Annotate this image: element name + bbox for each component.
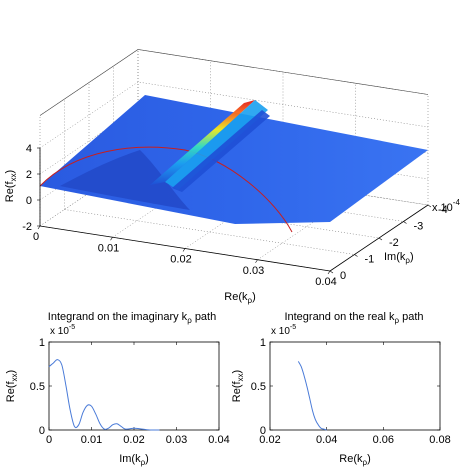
grid-line (39, 49, 429, 116)
y-tick-label: 1 (260, 337, 266, 349)
x-tick (110, 237, 113, 241)
x-tick-label: 0.04 (316, 434, 337, 446)
left-plot-axes-box (48, 341, 220, 431)
y-tick (427, 204, 432, 208)
y-tick-label: 0 (39, 425, 45, 437)
x-tick-label: 0.02 (170, 254, 191, 266)
x-tick (182, 248, 186, 252)
real-path-plot: Integrand on the real kρ path x 10-5 0.0… (231, 311, 451, 467)
y-tick-label: 1 (39, 337, 45, 349)
z-tick-label: -2 (22, 221, 32, 233)
box-edge (39, 49, 429, 116)
surface-xlabel: Re(kρ) (224, 291, 255, 305)
right-plot-axes-box (269, 341, 441, 431)
y-tick-label: 0 (260, 425, 266, 437)
grid-line (39, 107, 429, 175)
x-tick-label: 0.01 (98, 242, 119, 254)
y-tick-label: -1 (365, 254, 375, 266)
z-tick-label: 2 (26, 169, 32, 181)
y-tick (329, 270, 334, 274)
left-plot-series-line (48, 359, 160, 431)
x-tick (37, 225, 41, 230)
y-tick (403, 221, 407, 224)
grid-line (64, 209, 355, 255)
z-tick-label: 4 (26, 143, 32, 155)
y-tick-label: 0.5 (251, 381, 266, 393)
x-tick-label: 0.06 (373, 434, 394, 446)
integration-path-curve (39, 146, 293, 233)
x-tick-label: 0 (33, 231, 39, 243)
x-tick-label: 0.03 (166, 434, 187, 446)
x-tick-label: 0.04 (208, 434, 229, 446)
x-tick-label: 0.04 (315, 276, 336, 288)
x-tick-label: 0.02 (259, 434, 280, 446)
left-plot-xlabel: Im(kρ) (119, 453, 149, 467)
x-tick (327, 270, 331, 275)
x-tick-label: 0.08 (429, 434, 450, 446)
x-tick-label: 0.03 (243, 265, 264, 277)
y-tick (354, 254, 358, 257)
left-plot-ylabel: Re(fxx) (5, 370, 19, 402)
surface-ridge (150, 100, 270, 192)
imaginary-path-plot: Integrand on the imaginary kρ path x 10-… (5, 311, 230, 467)
x-tick-label: 0 (46, 434, 52, 446)
right-plot-ticks: 0.02 0.04 0.06 0.08 0 0.5 1 (251, 337, 451, 446)
left-plot-ticks: 0 0.01 0.02 0.03 0.04 0 0.5 1 (30, 337, 230, 446)
left-plot-y-exponent: x 10-5 (50, 324, 75, 337)
y-tick-label: -2 (389, 237, 399, 249)
right-plot-y-exponent: x 10-5 (271, 324, 296, 337)
right-plot-title: Integrand on the real kρ path (284, 311, 423, 325)
right-plot-series-line (297, 361, 327, 431)
x-tick-label: 0.01 (81, 434, 102, 446)
x-tick (255, 259, 258, 263)
right-plot-xlabel: Re(kρ) (339, 453, 370, 467)
z-tick-label: 0 (26, 195, 32, 207)
y-tick-label: -3 (414, 221, 424, 233)
y-tick-label: 0.5 (30, 381, 45, 393)
surface-valley (60, 150, 190, 210)
surface-ylabel: Im(kρ) (384, 251, 414, 265)
y-tick (378, 237, 383, 241)
y-tick-label: 0 (340, 270, 346, 282)
surface-y-exponent: x 10-4 (432, 198, 460, 214)
grid-line (39, 81, 429, 149)
x-tick-label: 0.02 (123, 434, 144, 446)
left-plot-title: Integrand on the imaginary kρ path (48, 311, 216, 325)
right-plot-ylabel: Re(fxx) (231, 370, 245, 402)
surface-zlabel: Re(fxx) (4, 170, 18, 202)
y-tick-label: -4 (438, 204, 448, 216)
